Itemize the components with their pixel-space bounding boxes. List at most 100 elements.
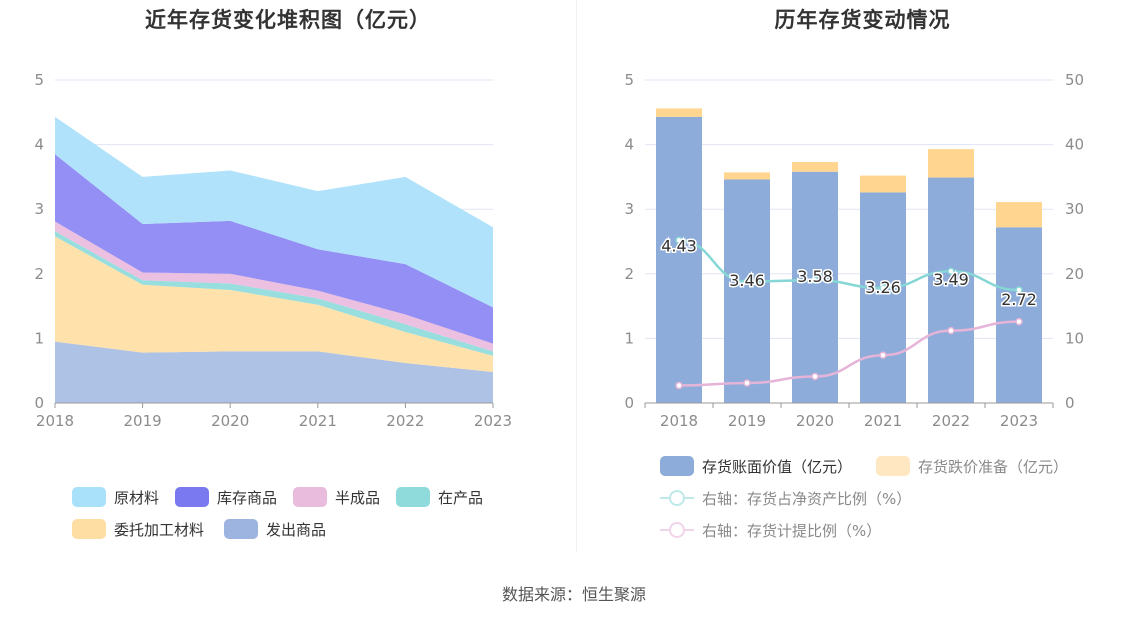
area-ytick-label: 4 bbox=[34, 136, 44, 154]
point-ratio-provision bbox=[811, 372, 819, 381]
bar-book-value bbox=[724, 179, 770, 403]
bar-book-value bbox=[792, 171, 838, 403]
legend-label: 半成品 bbox=[335, 488, 381, 507]
bar-xtick-label: 2020 bbox=[796, 412, 834, 430]
area-xtick-label: 2022 bbox=[386, 412, 424, 430]
bar-y2tick-label: 50 bbox=[1065, 71, 1084, 89]
area-chart-legend: 原材料 库存商品 半成品 在产品 委托加工材料 发出商品 bbox=[0, 0, 576, 560]
legend-item-weituo-jiagong[interactable]: 委托加工材料 bbox=[72, 518, 204, 540]
area-chart-title: 近年存货变化堆积图（亿元） bbox=[145, 8, 431, 32]
bar-y2tick-label: 20 bbox=[1065, 265, 1084, 283]
legend-label: 委托加工材料 bbox=[114, 520, 205, 539]
bar-data-label: 2.72 bbox=[1001, 290, 1037, 309]
legend-label: 右轴：存货计提比例（%） bbox=[702, 521, 882, 540]
bar-y2tick-label: 40 bbox=[1065, 136, 1084, 154]
legend-item-provision[interactable]: 存货跌价准备（亿元） bbox=[876, 455, 1068, 477]
legend-label: 原材料 bbox=[114, 488, 160, 507]
panel-divider bbox=[576, 0, 577, 552]
legend-swatch bbox=[72, 487, 106, 507]
point-ratio-net-assets bbox=[811, 276, 819, 285]
area-xtick-label: 2021 bbox=[299, 412, 337, 430]
legend-item-book-value[interactable]: 存货账面价值（亿元） bbox=[660, 455, 852, 477]
area-series-在产品 bbox=[55, 231, 493, 356]
bar-book-value bbox=[860, 192, 906, 403]
bar-provision bbox=[860, 175, 906, 193]
bar-provision bbox=[928, 149, 974, 178]
bar-xtick-label: 2023 bbox=[1000, 412, 1038, 430]
bar-xtick-label: 2019 bbox=[728, 412, 766, 430]
legend-item-zai-chanpin[interactable]: 在产品 bbox=[396, 486, 483, 508]
line-ratio-net-assets bbox=[678, 238, 1020, 292]
line-ratio-provision bbox=[678, 320, 1020, 387]
legend-line-swatch bbox=[660, 520, 694, 540]
legend-item-ratio-provision[interactable]: 右轴：存货计提比例（%） bbox=[660, 519, 881, 541]
point-ratio-net-assets bbox=[947, 267, 955, 275]
legend-label: 存货账面价值（亿元） bbox=[702, 457, 853, 476]
point-ratio-net-assets bbox=[879, 284, 887, 292]
bar-xtick-label: 2022 bbox=[932, 412, 970, 430]
point-ratio-provision bbox=[743, 379, 751, 387]
area-ytick-label: 3 bbox=[34, 200, 44, 218]
point-ratio-provision bbox=[675, 381, 683, 390]
bar-line-chart: 0 0 1 10 2 20 3 30 4 40 5 50 2018 2019 2020 2021 2022 202… bbox=[624, 71, 1084, 430]
bar-data-label: 3.26 bbox=[865, 278, 901, 297]
legend-label: 右轴：存货占净资产比例（%） bbox=[702, 489, 912, 508]
point-ratio-net-assets bbox=[1015, 286, 1023, 294]
data-source-note: 数据来源：恒生聚源 bbox=[501, 585, 646, 604]
legend-item-ban-chengpin[interactable]: 半成品 bbox=[293, 486, 380, 508]
bar-provision bbox=[724, 172, 770, 180]
legend-swatch bbox=[660, 456, 694, 476]
bar-data-label: 3.49 bbox=[933, 270, 969, 289]
legend-label: 在产品 bbox=[438, 488, 484, 507]
legend-swatch bbox=[224, 519, 258, 539]
bar-ytick-label: 3 bbox=[624, 200, 634, 218]
legend-item-yuan-cailiao[interactable]: 原材料 bbox=[72, 486, 159, 508]
bar-data-label: 3.58 bbox=[797, 267, 833, 286]
bar-provision bbox=[996, 202, 1042, 228]
area-ytick-label: 1 bbox=[34, 329, 44, 347]
bar-ytick-label: 0 bbox=[624, 394, 634, 412]
bar-data-label: 4.43 bbox=[661, 237, 697, 256]
area-xtick-label: 2023 bbox=[474, 412, 512, 430]
area-xtick-label: 2020 bbox=[211, 412, 249, 430]
legend-item-kucun-shangpin[interactable]: 库存商品 bbox=[175, 486, 277, 508]
point-ratio-provision bbox=[1015, 317, 1023, 326]
bar-book-value bbox=[656, 116, 702, 404]
area-series-库存商品 bbox=[55, 154, 493, 344]
bar-chart-legend: 存货账面价值（亿元） 存货跌价准备（亿元） 右轴：存货占净资产比例（%） 右轴：… bbox=[577, 0, 1148, 560]
legend-label: 库存商品 bbox=[217, 488, 278, 507]
point-ratio-net-assets bbox=[675, 236, 683, 244]
bar-y2tick-label: 0 bbox=[1065, 394, 1075, 412]
legend-line-swatch bbox=[660, 488, 694, 508]
bar-data-label: 3.46 bbox=[729, 271, 765, 290]
point-ratio-provision bbox=[879, 351, 887, 359]
bar-provision bbox=[656, 108, 702, 117]
stacked-area-panel: 近年存货变化堆积图（亿元） 0 1 2 3 4 5 2018 2019 2020 2021 2022… bbox=[0, 0, 576, 560]
bar-ytick-label: 4 bbox=[624, 136, 634, 154]
legend-label: 发出商品 bbox=[266, 520, 327, 539]
area-series-原材料 bbox=[55, 116, 493, 308]
legend-item-fachu-shangpin[interactable]: 发出商品 bbox=[224, 518, 326, 540]
legend-swatch bbox=[876, 456, 910, 476]
area-ytick-label: 5 bbox=[34, 71, 44, 89]
area-xtick-label: 2018 bbox=[36, 412, 74, 430]
bar-xtick-label: 2018 bbox=[660, 412, 698, 430]
area-series-发出商品 bbox=[55, 341, 493, 403]
legend-swatch bbox=[175, 487, 209, 507]
area-xtick-label: 2019 bbox=[124, 412, 162, 430]
legend-swatch bbox=[72, 519, 106, 539]
bar-line-panel: 历年存货变动情况 0 0 1 10 2 20 3 30 4 40 5 50 2018 2019 2020 20… bbox=[577, 0, 1148, 560]
bar-ytick-label: 1 bbox=[624, 329, 634, 347]
bar-xtick-label: 2021 bbox=[864, 412, 902, 430]
bar-y2tick-label: 30 bbox=[1065, 200, 1084, 218]
bar-book-value bbox=[996, 227, 1042, 403]
point-ratio-net-assets bbox=[743, 277, 751, 286]
bar-ytick-label: 2 bbox=[624, 265, 634, 283]
bar-y2tick-label: 10 bbox=[1065, 329, 1084, 347]
legend-swatch bbox=[396, 487, 430, 507]
bar-provision bbox=[792, 162, 838, 172]
legend-item-ratio-net-assets[interactable]: 右轴：存货占净资产比例（%） bbox=[660, 487, 911, 509]
bar-ytick-label: 5 bbox=[624, 71, 634, 89]
area-ytick-label: 2 bbox=[34, 265, 44, 283]
legend-swatch bbox=[293, 487, 327, 507]
